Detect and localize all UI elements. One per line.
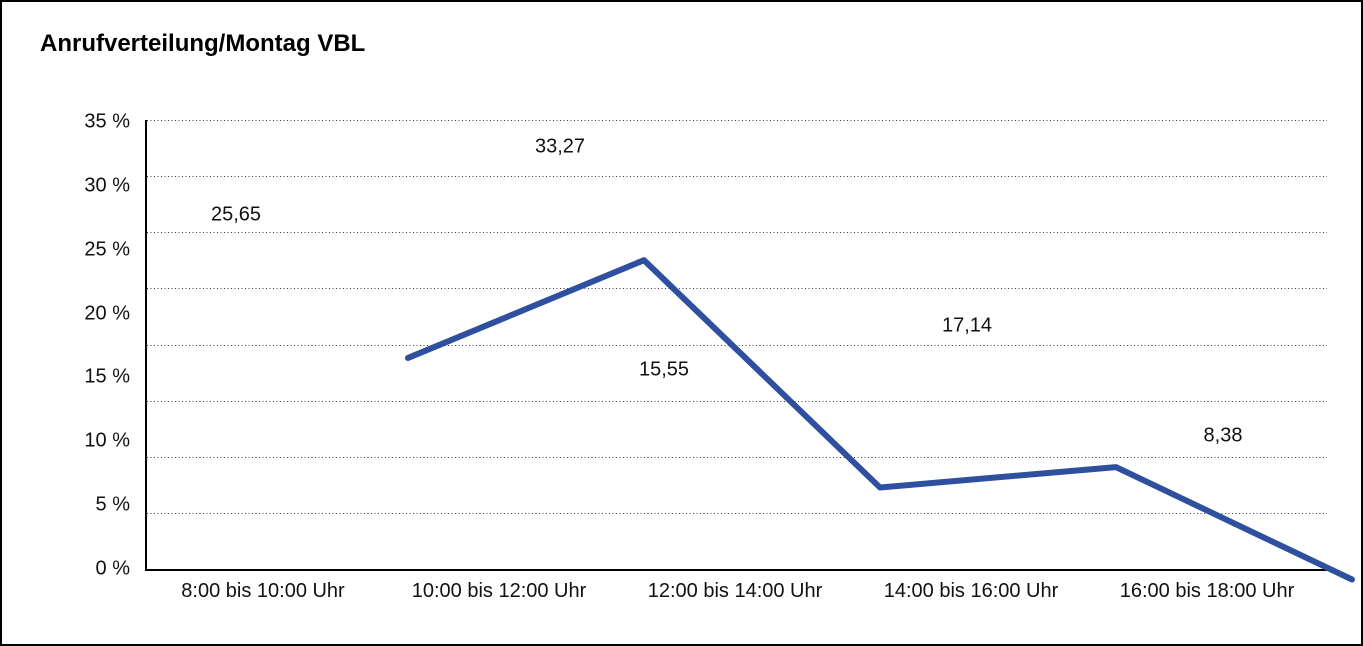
y-tick-label: 5 % bbox=[95, 493, 130, 516]
gridline bbox=[147, 288, 1327, 290]
data-point-label: 17,14 bbox=[941, 314, 993, 337]
y-tick-label: 20 % bbox=[84, 302, 130, 325]
y-tick-label: 15 % bbox=[84, 365, 130, 388]
y-tick-label: 0 % bbox=[95, 557, 130, 580]
x-tick-label: 8:00 bis 10:00 Uhr bbox=[181, 580, 345, 602]
data-point-label: 8,38 bbox=[1203, 424, 1243, 447]
x-tick-label: 14:00 bis 16:00 Uhr bbox=[883, 580, 1059, 602]
gridline bbox=[147, 232, 1327, 234]
y-tick-label: 30 % bbox=[84, 174, 130, 197]
data-point-label: 25,65 bbox=[210, 203, 262, 226]
line-series bbox=[405, 257, 1355, 583]
x-axis-tick-labels: 8:00 bis 10:00 Uhr 10:00 bis 12:00 Uhr 12:… bbox=[145, 580, 1325, 608]
y-tick-label: 35 % bbox=[84, 110, 130, 133]
y-axis-tick-labels: 35 % 30 % 25 % 20 % 15 % 10 % 5 % 0 % bbox=[2, 111, 130, 580]
data-point-label: 33,27 bbox=[534, 135, 586, 158]
data-point-label: 15,55 bbox=[638, 358, 690, 381]
gridline bbox=[147, 176, 1327, 178]
x-tick-label: 10:00 bis 12:00 Uhr bbox=[411, 580, 587, 602]
gridline bbox=[147, 400, 1327, 402]
chart-title: Anrufverteilung/Montag VBL bbox=[40, 30, 366, 57]
line-series-svg bbox=[405, 257, 1355, 583]
x-tick-label: 12:00 bis 14:00 Uhr bbox=[647, 580, 823, 602]
gridline bbox=[147, 512, 1327, 514]
gridline bbox=[147, 120, 1327, 121]
y-tick-label: 10 % bbox=[84, 429, 130, 452]
plot-area: 25,65 33,27 15,55 17,14 8,38 bbox=[145, 120, 1355, 583]
x-tick-label: 16:00 bis 18:00 Uhr bbox=[1119, 580, 1295, 602]
y-tick-label: 25 % bbox=[84, 238, 130, 261]
gridline bbox=[147, 456, 1327, 458]
gridline bbox=[147, 344, 1327, 346]
